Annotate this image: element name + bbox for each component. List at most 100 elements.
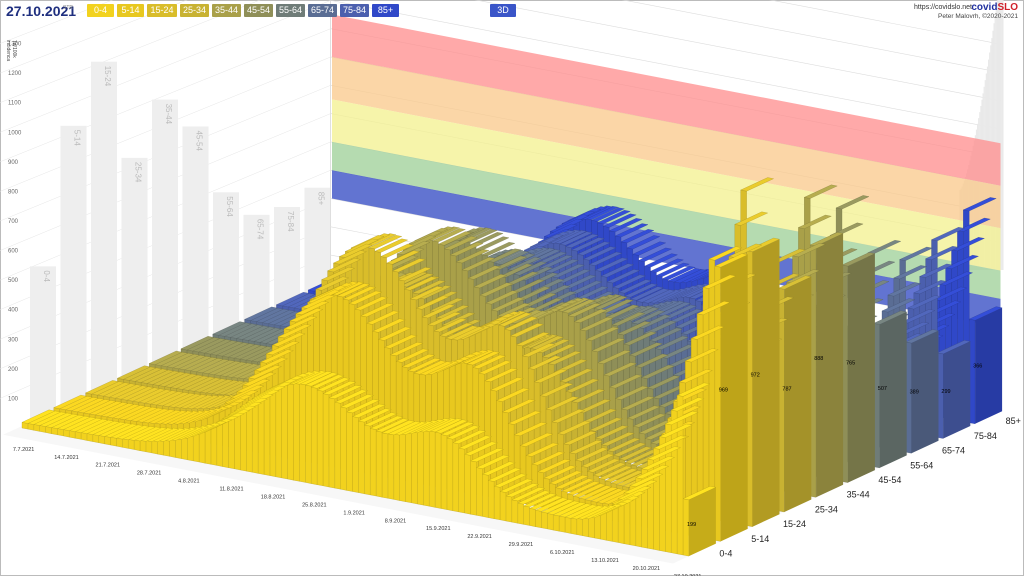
bar <box>276 292 310 307</box>
brand-logo[interactable]: covidSLO <box>971 2 1018 13</box>
bar <box>553 514 560 532</box>
bar <box>381 432 389 499</box>
bar <box>688 487 716 557</box>
bar <box>148 350 183 365</box>
bar <box>248 365 282 380</box>
age-button-0-4[interactable]: 0-4 <box>87 4 114 17</box>
author-credit: Peter Malovrh, ©2020-2021 <box>938 13 1018 20</box>
age-axis-label: 85+ <box>1006 416 1021 426</box>
bar <box>881 298 916 313</box>
bar <box>499 491 507 522</box>
age-button-15-24[interactable]: 15-24 <box>147 4 177 17</box>
bar <box>440 421 475 436</box>
age-button-65-74[interactable]: 65-74 <box>308 4 337 17</box>
bar <box>640 364 675 379</box>
bar <box>653 435 687 450</box>
bar <box>588 251 623 266</box>
bar <box>316 389 324 486</box>
bar <box>434 431 442 509</box>
bar <box>841 252 876 267</box>
bar <box>487 248 522 263</box>
grid-line-side <box>0 28 331 163</box>
bar <box>594 425 629 440</box>
bar <box>342 286 377 301</box>
bar <box>375 418 410 433</box>
bar <box>547 513 554 531</box>
bar <box>263 391 271 476</box>
bar <box>585 326 620 341</box>
bar <box>614 385 649 400</box>
bar <box>626 405 661 420</box>
age-button-85plus[interactable]: 85+ <box>372 4 399 17</box>
bar <box>593 295 628 310</box>
bar <box>546 500 581 515</box>
age-button-35-44[interactable]: 35-44 <box>212 4 241 17</box>
bar <box>598 465 633 480</box>
bar <box>511 487 546 502</box>
bar <box>617 321 652 336</box>
bar <box>481 461 516 476</box>
bar <box>636 288 670 303</box>
bar <box>728 243 763 258</box>
bar <box>423 430 430 507</box>
bar <box>193 433 200 463</box>
bar <box>911 330 939 454</box>
bar <box>515 332 550 347</box>
bar <box>180 336 215 351</box>
bar <box>69 430 76 439</box>
bar <box>328 397 335 489</box>
value-label: 389 <box>910 390 919 396</box>
age-button-55-64[interactable]: 55-64 <box>276 4 305 17</box>
bar <box>304 372 339 387</box>
bar <box>629 472 664 487</box>
bar <box>555 474 589 489</box>
bar <box>446 425 481 440</box>
grid-line <box>621 0 1001 73</box>
bar <box>187 435 194 462</box>
bar <box>529 495 563 510</box>
bar <box>92 434 99 443</box>
bar <box>611 312 646 327</box>
bar <box>334 402 341 490</box>
bar <box>521 343 556 358</box>
bar <box>455 249 490 264</box>
bar <box>470 460 477 516</box>
bar <box>579 317 614 331</box>
bar <box>590 488 625 503</box>
ghost-bar <box>60 125 87 426</box>
bar <box>281 384 288 480</box>
bar <box>609 374 643 389</box>
bar <box>482 473 489 518</box>
bar <box>393 433 400 501</box>
bar <box>446 437 453 511</box>
bar <box>257 394 265 475</box>
bar <box>458 447 465 514</box>
bar <box>287 383 294 481</box>
site-url[interactable]: https://covidslo.net <box>914 4 972 11</box>
grid-line <box>330 0 1001 130</box>
bar <box>505 483 540 498</box>
date-tick-label: 29.9.2021 <box>509 542 533 548</box>
bar <box>210 425 217 466</box>
age-button-25-34[interactable]: 25-34 <box>180 4 209 17</box>
date-tick-label: 11.8.2021 <box>219 487 243 493</box>
bar <box>577 399 612 414</box>
grid-line-side <box>0 0 261 103</box>
ghost-bar <box>30 266 56 428</box>
bar <box>589 417 623 432</box>
age-button-5-14[interactable]: 5-14 <box>117 4 144 17</box>
date-tick-label: 18.8.2021 <box>261 494 285 500</box>
bar <box>624 283 658 298</box>
date-tick-label: 25.8.2021 <box>302 502 326 508</box>
date-tick-label: 27.10.2021 <box>674 574 702 576</box>
bar <box>369 415 404 430</box>
y-tick-label: 1200 <box>8 71 22 77</box>
bar <box>556 269 591 284</box>
bar <box>234 410 241 471</box>
bar <box>357 408 392 423</box>
bar <box>664 411 699 426</box>
bar <box>392 258 426 273</box>
age-button-75-84[interactable]: 75-84 <box>340 4 369 17</box>
view-3d-button[interactable]: 3D <box>490 4 516 17</box>
age-button-45-54[interactable]: 45-54 <box>244 4 273 17</box>
